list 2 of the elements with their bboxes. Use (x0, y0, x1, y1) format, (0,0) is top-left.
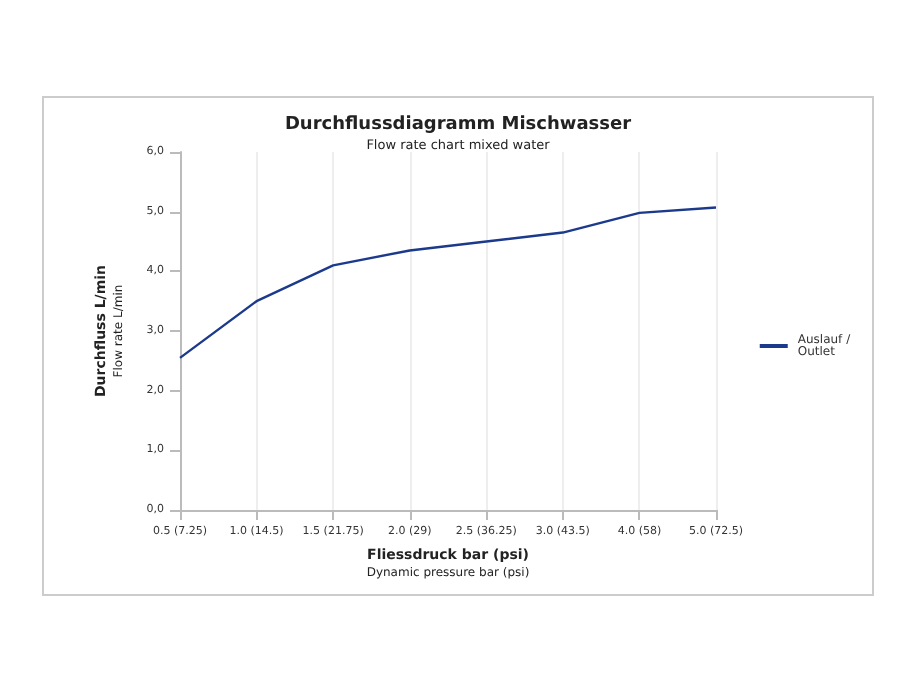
line-series (178, 206, 718, 360)
chart-title: Durchflussdiagramm Mischwasser (284, 115, 633, 135)
